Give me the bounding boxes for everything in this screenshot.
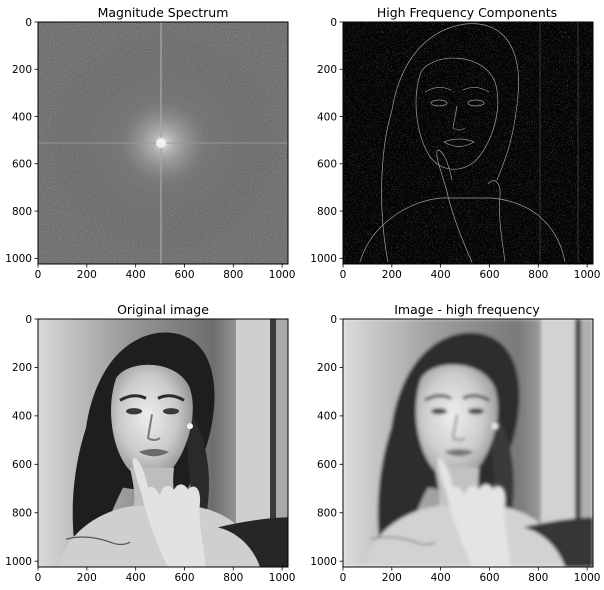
x-tick-label: 600: [479, 572, 499, 584]
subplot-title: High Frequency Components: [377, 5, 557, 20]
y-tick-label: 600: [317, 159, 337, 171]
y-tick-label: 400: [317, 411, 337, 423]
x-tick-label: 0: [340, 269, 347, 281]
subplot-title: Magnitude Spectrum: [98, 5, 229, 20]
axes-frame: [342, 21, 594, 265]
x-tick-label: 800: [528, 269, 548, 281]
x-tick-label: 600: [479, 269, 499, 281]
subplot-magnitude-spectrum: Magnitude Spectrum 0 200 400 600 800 1000 0 20…: [5, 5, 295, 281]
y-tick-label: 400: [12, 111, 32, 123]
x-tick-label: 800: [223, 269, 243, 281]
y-tick-label: 400: [317, 111, 337, 123]
axes-frame: [37, 318, 289, 568]
subplot-title: Image - high frequency: [394, 302, 540, 317]
y-tick-label: 0: [330, 17, 337, 29]
y-axis: 0 200 400 600 800 1000: [5, 314, 38, 568]
x-tick-label: 1000: [269, 572, 296, 584]
subplot-image-minus-high-frequency: Image - high frequency 0 200 400 600 800 1000…: [310, 302, 600, 584]
y-axis: 0 200 400 600 800 1000: [310, 17, 343, 265]
x-tick-label: 400: [431, 269, 451, 281]
x-axis: 0 200 400 600 800 1000: [340, 567, 601, 584]
y-tick-label: 200: [12, 64, 32, 76]
x-tick-label: 600: [174, 269, 194, 281]
x-tick-label: 400: [126, 269, 146, 281]
y-tick-label: 800: [317, 508, 337, 520]
x-tick-label: 1000: [574, 269, 601, 281]
x-tick-label: 800: [528, 572, 548, 584]
x-tick-label: 0: [35, 269, 42, 281]
subplot-original-image: Original image 0 200 400 600 800 1000 0 200 400…: [5, 302, 295, 584]
image-magnitude-spectrum: [38, 22, 288, 264]
y-tick-label: 800: [12, 206, 32, 218]
y-tick-label: 600: [12, 459, 32, 471]
y-tick-label: 0: [330, 314, 337, 326]
axes-frame: [37, 21, 289, 265]
image-high-frequency: [343, 20, 593, 264]
y-tick-label: 200: [12, 362, 32, 374]
image-original-portrait: [38, 319, 288, 567]
x-tick-label: 800: [223, 572, 243, 584]
y-tick-label: 200: [317, 362, 337, 374]
y-tick-label: 1000: [5, 556, 32, 568]
image-smoothed-portrait: [343, 319, 593, 567]
x-axis: 0 200 400 600 800 1000: [35, 567, 296, 584]
y-axis: 0 200 400 600 800 1000: [5, 17, 38, 265]
x-axis: 0 200 400 600 800 1000: [340, 264, 601, 281]
x-tick-label: 600: [174, 572, 194, 584]
x-tick-label: 0: [340, 572, 347, 584]
x-tick-label: 1000: [574, 572, 601, 584]
y-tick-label: 1000: [5, 253, 32, 265]
y-tick-label: 0: [25, 314, 32, 326]
x-tick-label: 1000: [269, 269, 296, 281]
x-tick-label: 200: [382, 269, 402, 281]
y-tick-label: 0: [25, 17, 32, 29]
subplot-title: Original image: [117, 302, 209, 317]
y-tick-label: 1000: [310, 556, 337, 568]
x-tick-label: 400: [431, 572, 451, 584]
y-tick-label: 200: [317, 64, 337, 76]
x-tick-label: 200: [77, 572, 97, 584]
y-tick-label: 800: [317, 206, 337, 218]
y-tick-label: 600: [12, 159, 32, 171]
x-tick-label: 200: [77, 269, 97, 281]
x-tick-label: 200: [382, 572, 402, 584]
y-tick-label: 400: [12, 411, 32, 423]
x-axis: 0 200 400 600 800 1000: [35, 264, 296, 281]
subplot-high-frequency: High Frequency Components: [310, 5, 600, 281]
x-tick-label: 0: [35, 572, 42, 584]
y-tick-label: 600: [317, 459, 337, 471]
y-axis: 0 200 400 600 800 1000: [310, 314, 343, 568]
x-tick-label: 400: [126, 572, 146, 584]
axes-frame: [342, 318, 594, 568]
y-tick-label: 1000: [310, 253, 337, 265]
y-tick-label: 800: [12, 508, 32, 520]
